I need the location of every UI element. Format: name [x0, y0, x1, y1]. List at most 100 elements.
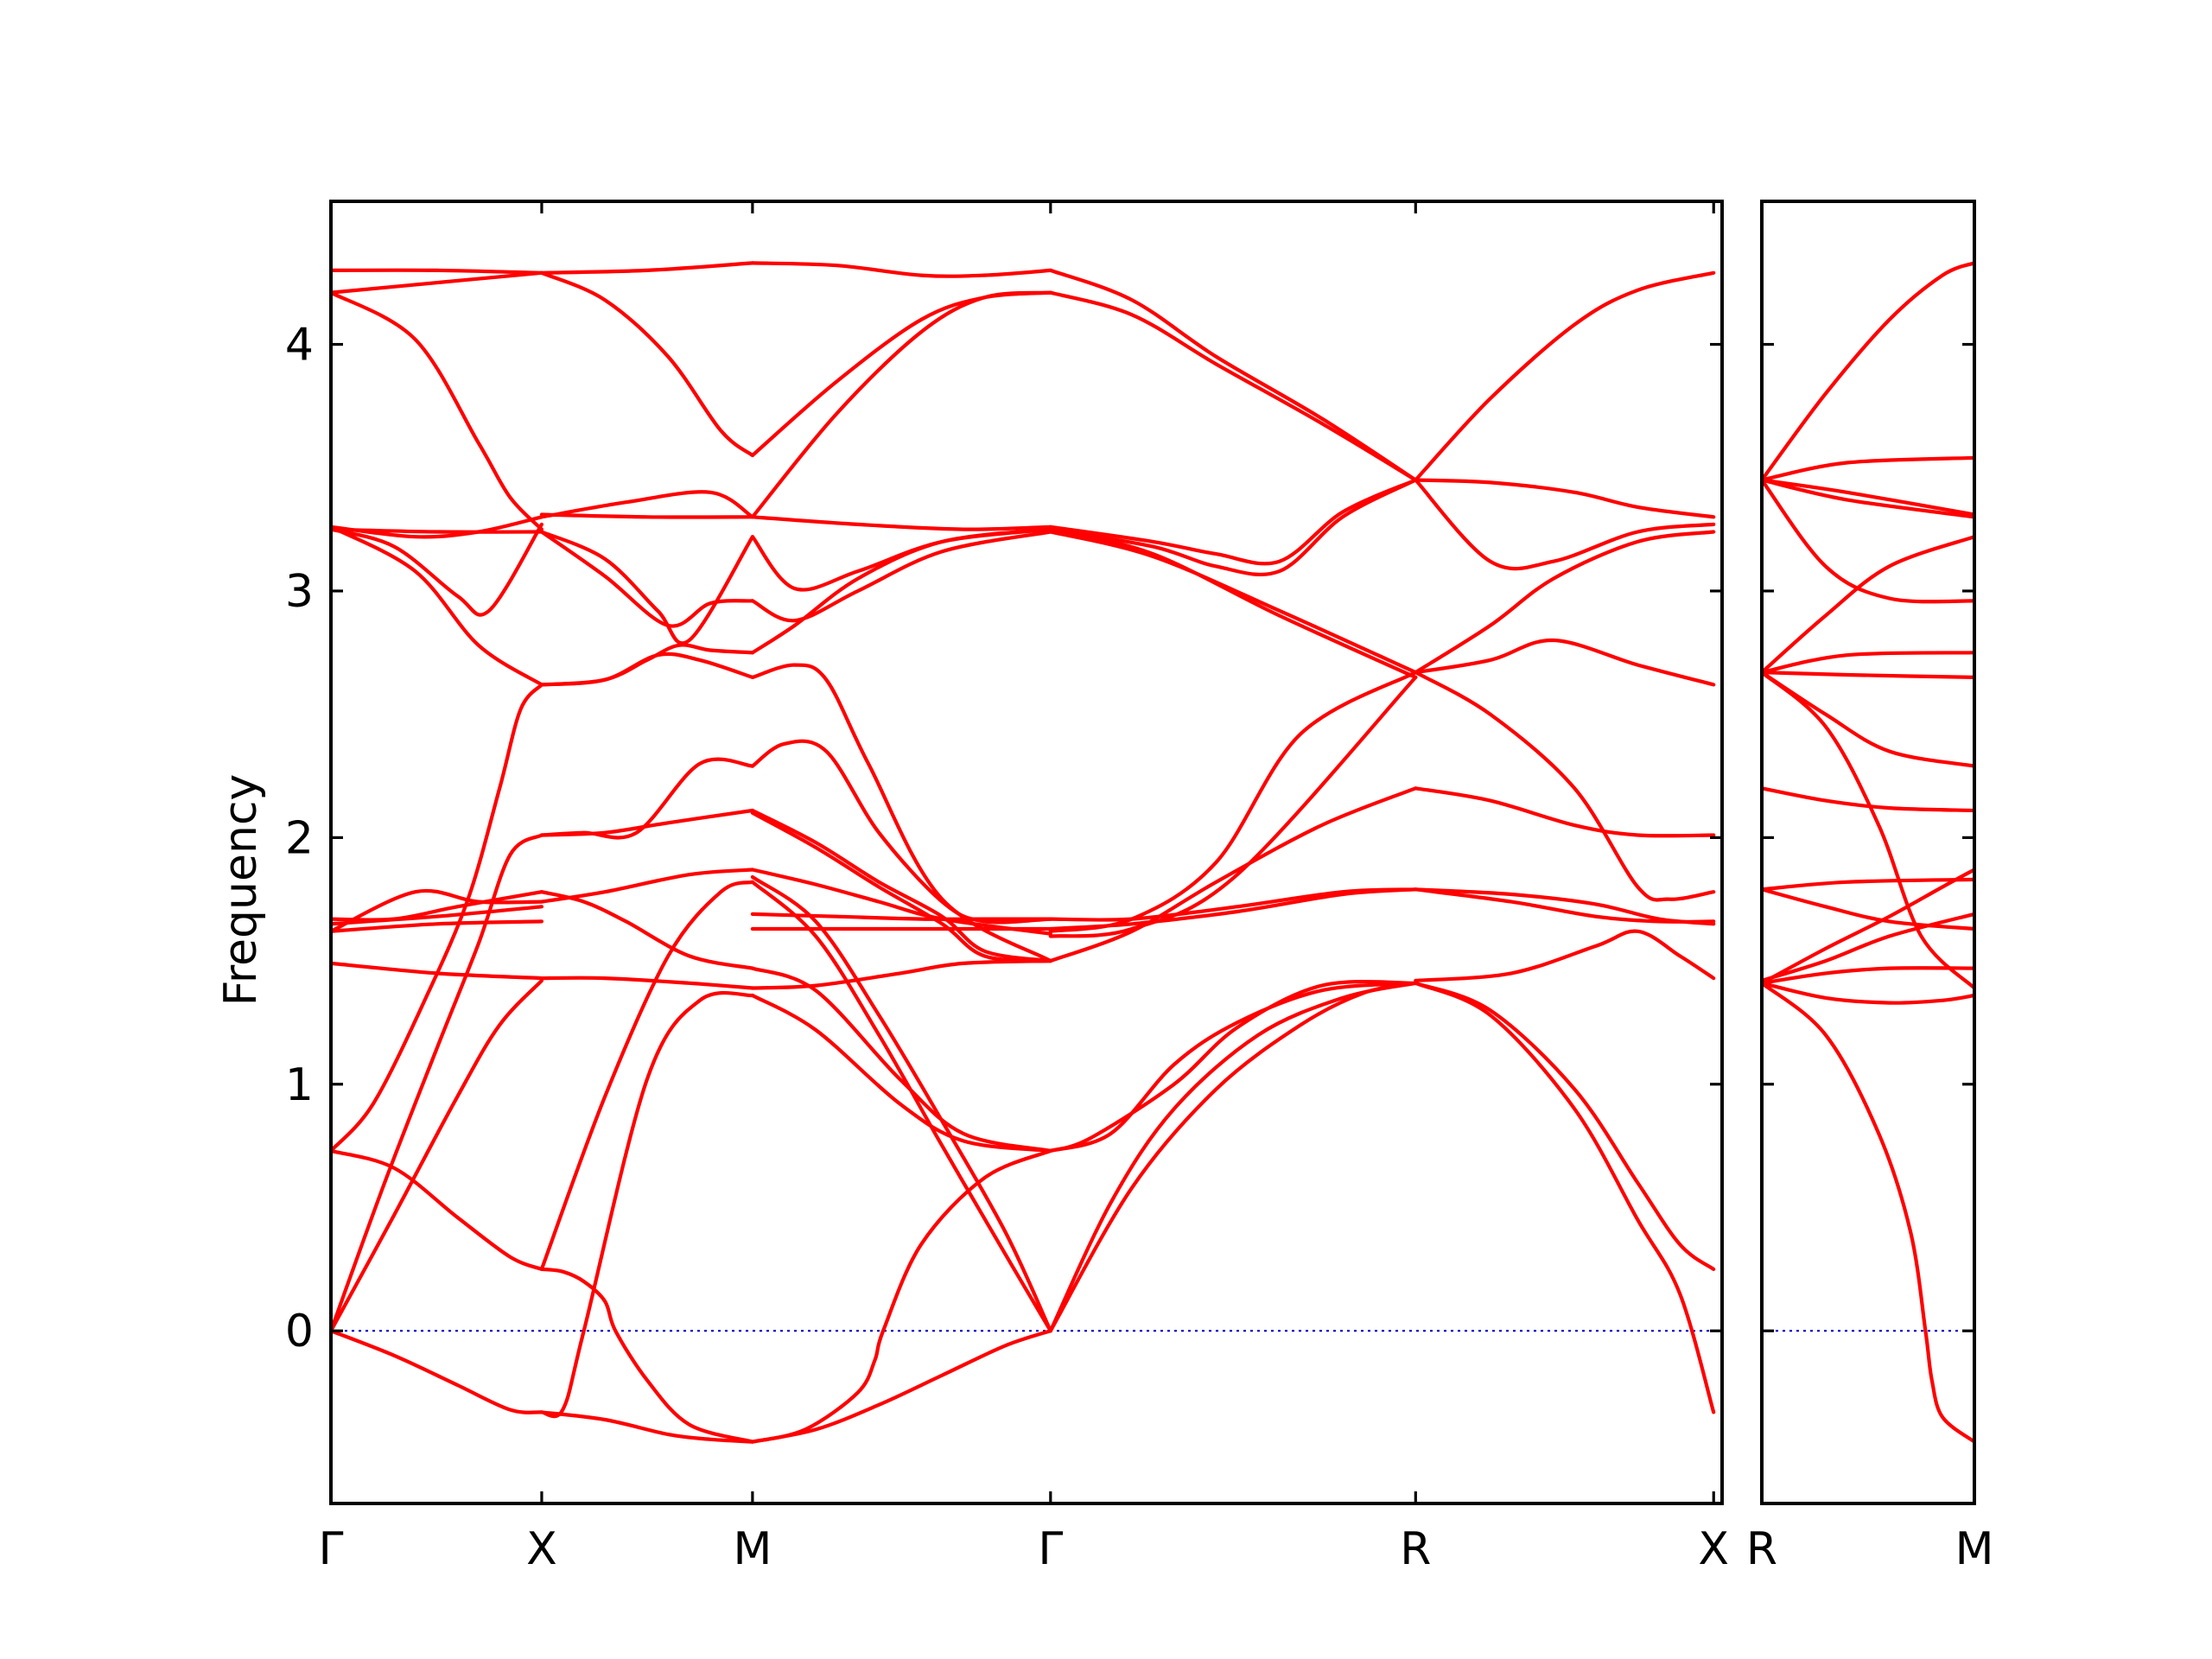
- y-tick-label: 4: [285, 320, 314, 372]
- rm-band-9: [1762, 671, 1974, 768]
- main-band-46: [750, 739, 1052, 925]
- panel-main: 0 1 2 3 4 Γ X M Γ R X: [285, 200, 1729, 1575]
- main-band-58: [1048, 979, 1418, 1153]
- main-band-65: [1048, 530, 1418, 675]
- main-band-45: [750, 810, 1052, 963]
- y-tick-label: 1: [285, 1059, 314, 1111]
- main-band-35: [750, 1148, 1052, 1444]
- main-band-54: [750, 261, 1052, 278]
- main-band-0: [331, 833, 543, 1333]
- main-band-63: [1048, 887, 1418, 922]
- main-band-76: [1414, 786, 1716, 838]
- main-band-19: [539, 1410, 754, 1444]
- main-band-11: [331, 522, 543, 617]
- main-band-51: [750, 515, 1052, 531]
- x-tick-label-main-0: Γ: [319, 1523, 344, 1575]
- y-axis-label: Frequency: [215, 774, 267, 1007]
- main-band-28: [539, 530, 754, 628]
- main-band-15: [331, 270, 543, 295]
- main-band-80: [1414, 478, 1716, 519]
- main-band-7: [331, 905, 543, 926]
- main-band-2: [331, 1329, 543, 1414]
- main-band-6: [331, 919, 543, 933]
- x-tick-label-main-3: Γ: [1038, 1523, 1063, 1575]
- main-band-74: [1414, 887, 1716, 926]
- rm-band-6: [1762, 877, 1974, 892]
- rm-band-10: [1762, 671, 1974, 679]
- main-band-36: [750, 880, 1052, 1333]
- main-band-77: [1414, 638, 1716, 687]
- main-band-29: [539, 530, 754, 645]
- main-band-71: [1414, 981, 1716, 1271]
- main-band-81: [1414, 270, 1716, 482]
- main-band-27: [539, 652, 754, 687]
- main-band-55: [1048, 981, 1418, 1333]
- rm-band-7: [1762, 786, 1974, 813]
- main-band-75: [1414, 671, 1716, 902]
- rm-band-0: [1762, 981, 1974, 1444]
- main-band-69: [1048, 268, 1418, 482]
- main-band-43: [750, 868, 1052, 936]
- rm-band-16: [1762, 455, 1974, 482]
- main-axes-frame: [329, 200, 1724, 1505]
- main-band-34: [750, 1329, 1052, 1444]
- main-band-22: [539, 890, 754, 970]
- rm-band-13: [1762, 478, 1974, 604]
- y-tick-label: 2: [285, 812, 314, 864]
- main-band-42: [750, 912, 1052, 921]
- main-band-30: [539, 490, 754, 519]
- rm-bands: [1762, 261, 1974, 1444]
- main-band-33: [539, 261, 754, 275]
- main-band-79: [1414, 478, 1716, 571]
- main-band-9: [331, 888, 543, 933]
- rm-band-2: [1762, 966, 1974, 985]
- main-band-3: [331, 1148, 543, 1271]
- main-band-60: [1048, 675, 1418, 938]
- x-tick-label-rm-0: R: [1746, 1523, 1777, 1575]
- main-band-13: [331, 515, 543, 539]
- main-band-31: [539, 512, 754, 519]
- main-band-8: [331, 890, 543, 922]
- main-band-70: [1414, 981, 1716, 1414]
- main-band-56: [1048, 981, 1418, 1333]
- x-tick-label-main-4: R: [1400, 1523, 1431, 1575]
- main-band-47: [750, 663, 1052, 963]
- main-band-16: [331, 268, 543, 275]
- main-band-53: [750, 290, 1052, 458]
- main-band-44: [750, 808, 1052, 963]
- main-band-18: [539, 990, 754, 1419]
- rm-band-14: [1762, 478, 1974, 519]
- rm-band-11: [1762, 651, 1974, 675]
- main-band-67: [1048, 478, 1418, 577]
- rm-band-4: [1762, 912, 1974, 982]
- main-band-50: [750, 527, 1052, 592]
- main-band-20: [539, 880, 754, 1271]
- main-band-62: [1048, 887, 1418, 931]
- x-tick-label-main-1: X: [526, 1523, 557, 1575]
- main-band-73: [1414, 887, 1716, 924]
- main-band-72: [1414, 929, 1716, 982]
- rm-band-12: [1762, 535, 1974, 675]
- main-bands: [331, 261, 1716, 1444]
- rm-band-15: [1762, 478, 1974, 517]
- main-band-59: [1048, 786, 1418, 963]
- y-tick-label: 0: [285, 1306, 314, 1357]
- main-band-21: [539, 976, 754, 990]
- main-band-52: [750, 290, 1052, 519]
- x-tick-label-rm-1: M: [1955, 1523, 1994, 1575]
- main-band-32: [539, 270, 754, 458]
- main-band-14: [331, 290, 543, 531]
- main-band-5: [331, 961, 543, 981]
- main-band-68: [1048, 290, 1418, 482]
- main-band-49: [750, 530, 1052, 623]
- main-band-38: [750, 993, 1052, 1153]
- rm-band-3: [1762, 868, 1974, 985]
- main-band-66: [1048, 478, 1418, 566]
- main-band-39: [750, 966, 1052, 1153]
- x-tick-label-main-2: M: [733, 1523, 772, 1575]
- main-band-37: [750, 874, 1052, 1333]
- main-band-57: [1048, 981, 1418, 1153]
- y-tick-label: 3: [285, 566, 314, 618]
- rm-band-1: [1762, 981, 1974, 1005]
